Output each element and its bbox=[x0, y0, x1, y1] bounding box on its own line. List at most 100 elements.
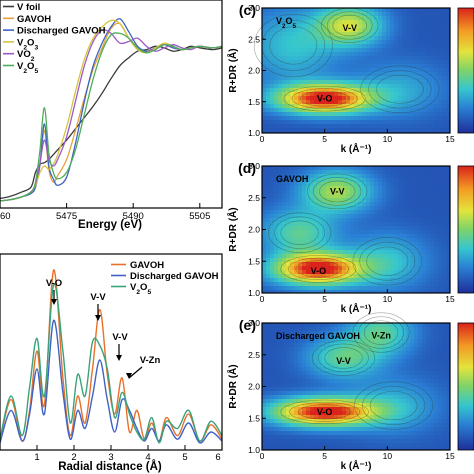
exafs-x-tick-label: 6 bbox=[215, 452, 220, 463]
wavelet-x-tick-label: 0 bbox=[260, 134, 265, 144]
xanes-x-tick-label: 5475 bbox=[56, 211, 77, 222]
panel-letter: (d) bbox=[238, 160, 256, 176]
xanes-panel: 5460 5475 5490 5505 Energy (eV) V foilGAVOH… bbox=[0, 0, 223, 231]
wavelet-contour bbox=[324, 347, 363, 369]
xanes-legend-label: VO2 bbox=[17, 49, 35, 63]
wavelet-sample-label: GAVOH bbox=[276, 174, 308, 184]
wavelet-y-tick-label: 1.0 bbox=[248, 288, 260, 298]
wavelet-x-tick-label: 15 bbox=[445, 451, 455, 461]
wavelet-peak-annotation: V-O bbox=[317, 94, 333, 104]
wavelet-contour bbox=[361, 386, 426, 425]
wavelet-y-tick-label: 2.5 bbox=[248, 193, 260, 203]
exafs-panel: 1 2 3 4 5 6 Radial distance (Å) GAVOHDischarg… bbox=[0, 253, 223, 473]
wavelet-contour bbox=[311, 340, 376, 376]
xanes-legend-label: V foil bbox=[17, 2, 40, 13]
xanes-series-line bbox=[0, 32, 222, 202]
wavelet-x-axis-label: k (Å⁻¹) bbox=[341, 302, 372, 315]
wavelet-y-tick-label: 2.0 bbox=[248, 382, 260, 392]
xanes-legend-label: Discharged GAVOH bbox=[17, 26, 106, 37]
wavelet-y-tick-label: 2.0 bbox=[248, 66, 260, 76]
wavelet-contour bbox=[291, 88, 358, 109]
wavelet-contour bbox=[269, 26, 318, 65]
xanes-x-tick-label: 5505 bbox=[189, 211, 210, 222]
wavelet-contour bbox=[313, 177, 362, 206]
wavelet-y-axis-label: R+DR (Å) bbox=[226, 364, 239, 408]
wavelet-contour bbox=[253, 13, 333, 78]
wavelet-peak-annotation: V-V bbox=[342, 23, 357, 33]
exafs-annotation-arrowhead bbox=[95, 315, 101, 321]
wavelet-x-tick-label: 15 bbox=[445, 294, 455, 304]
wavelet-contour bbox=[358, 316, 404, 349]
wavelet-contour bbox=[288, 257, 349, 280]
exafs-legend-label: V2O5 bbox=[130, 282, 151, 296]
panel-letter: (e) bbox=[239, 317, 256, 333]
wavelet-panel-c: 1.0 1.5 2.0 2.5 3.0 0 5 10 15 k (Å⁻¹) R+DR (Å) V2O5… bbox=[226, 2, 474, 155]
wavelet-x-tick-label: 15 bbox=[445, 134, 455, 144]
xanes-series-line bbox=[0, 29, 222, 202]
exafs-legend-label: Discharged GAVOH bbox=[130, 271, 219, 282]
wavelet-heatmap bbox=[262, 8, 451, 134]
exafs-annotation-arrow bbox=[128, 366, 143, 379]
wavelet-contour bbox=[352, 312, 410, 353]
wavelet-x-tick-label: 0 bbox=[260, 294, 265, 304]
exafs-annotations: V-O V-V V-V V-Zn bbox=[46, 278, 160, 379]
xanes-x-tick-label: 5490 bbox=[123, 211, 144, 222]
wavelet-y-tick-label: 2.5 bbox=[248, 34, 260, 44]
exafs-series-line bbox=[0, 319, 222, 444]
wavelet-peak-annotation: V-V bbox=[330, 186, 345, 196]
wavelet-y-axis-label: R+DR (Å) bbox=[226, 207, 239, 251]
exafs-x-tick-label: 5 bbox=[182, 452, 187, 463]
exafs-legend-label: GAVOH bbox=[130, 260, 164, 271]
wavelet-heatmap bbox=[262, 323, 451, 451]
wavelet-contour bbox=[359, 241, 416, 281]
wavelet-x-tick-label: 5 bbox=[322, 294, 327, 304]
wavelet-peak-annotation: V-V bbox=[336, 356, 351, 366]
wavelet-contour bbox=[318, 343, 369, 373]
wavelet-x-tick-label: 10 bbox=[383, 134, 393, 144]
exafs-peak-annotation: V-O bbox=[46, 278, 62, 289]
exafs-x-tick-label: 3 bbox=[108, 452, 113, 463]
wavelet-y-tick-label: 3.0 bbox=[248, 318, 260, 328]
exafs-x-tick-label: 2 bbox=[71, 452, 76, 463]
exafs-x-axis-label: Radial distance (Å) bbox=[58, 460, 162, 473]
exafs-x-tick-label: 4 bbox=[145, 452, 150, 463]
exafs-peak-annotation: V-V bbox=[90, 292, 106, 303]
wavelet-y-tick-label: 1.5 bbox=[248, 97, 260, 107]
wavelet-x-tick-label: 0 bbox=[260, 451, 265, 461]
wavelet-contour bbox=[289, 402, 361, 422]
wavelet-contour bbox=[354, 381, 434, 430]
xanes-legend-label: V2O5 bbox=[17, 61, 38, 75]
wavelet-sample-label: V2O5 bbox=[276, 16, 297, 30]
wavelet-sample-label: Discharged GAVOH bbox=[276, 331, 360, 341]
wavelet-contour bbox=[332, 14, 367, 37]
wavelet-contour bbox=[363, 320, 399, 345]
wavelet-contour bbox=[280, 255, 357, 283]
wavelet-contour bbox=[352, 237, 423, 286]
wavelet-peak-annotation: V-O bbox=[311, 266, 327, 276]
wavelet-contour bbox=[360, 65, 440, 113]
wavelet-y-tick-label: 1.5 bbox=[248, 413, 260, 423]
wavelet-contour bbox=[376, 74, 424, 104]
wavelet-peak-annotation: V-Zn bbox=[371, 331, 391, 341]
wavelet-contour bbox=[280, 399, 369, 425]
xanes-legend-label: V2O3 bbox=[17, 37, 38, 51]
wavelet-y-tick-label: 1.5 bbox=[248, 256, 260, 266]
colorbar bbox=[457, 165, 474, 294]
wavelet-panel-d: 1.0 1.5 2.0 2.5 3.0 0 5 10 15 k (Å⁻¹) R+DR (Å) GAVO… bbox=[226, 160, 474, 315]
wavelet-contour bbox=[369, 390, 418, 421]
exafs-annotation-arrowhead bbox=[116, 355, 122, 361]
exafs-series-line bbox=[0, 269, 222, 442]
wavelet-contour bbox=[267, 212, 332, 253]
wavelet-x-axis-label: k (Å⁻¹) bbox=[341, 459, 372, 472]
wavelet-x-tick-label: 10 bbox=[383, 451, 393, 461]
wavelet-contour bbox=[295, 260, 342, 278]
exafs-x-tick-label: 1 bbox=[34, 452, 39, 463]
wavelet-contour bbox=[366, 246, 409, 276]
wavelet-y-tick-label: 3.0 bbox=[248, 3, 260, 13]
wavelet-y-axis-label: R+DR (Å) bbox=[226, 48, 239, 92]
wavelet-contour bbox=[326, 11, 373, 40]
wavelet-heatmap bbox=[262, 166, 451, 294]
wavelet-contour bbox=[274, 216, 325, 249]
